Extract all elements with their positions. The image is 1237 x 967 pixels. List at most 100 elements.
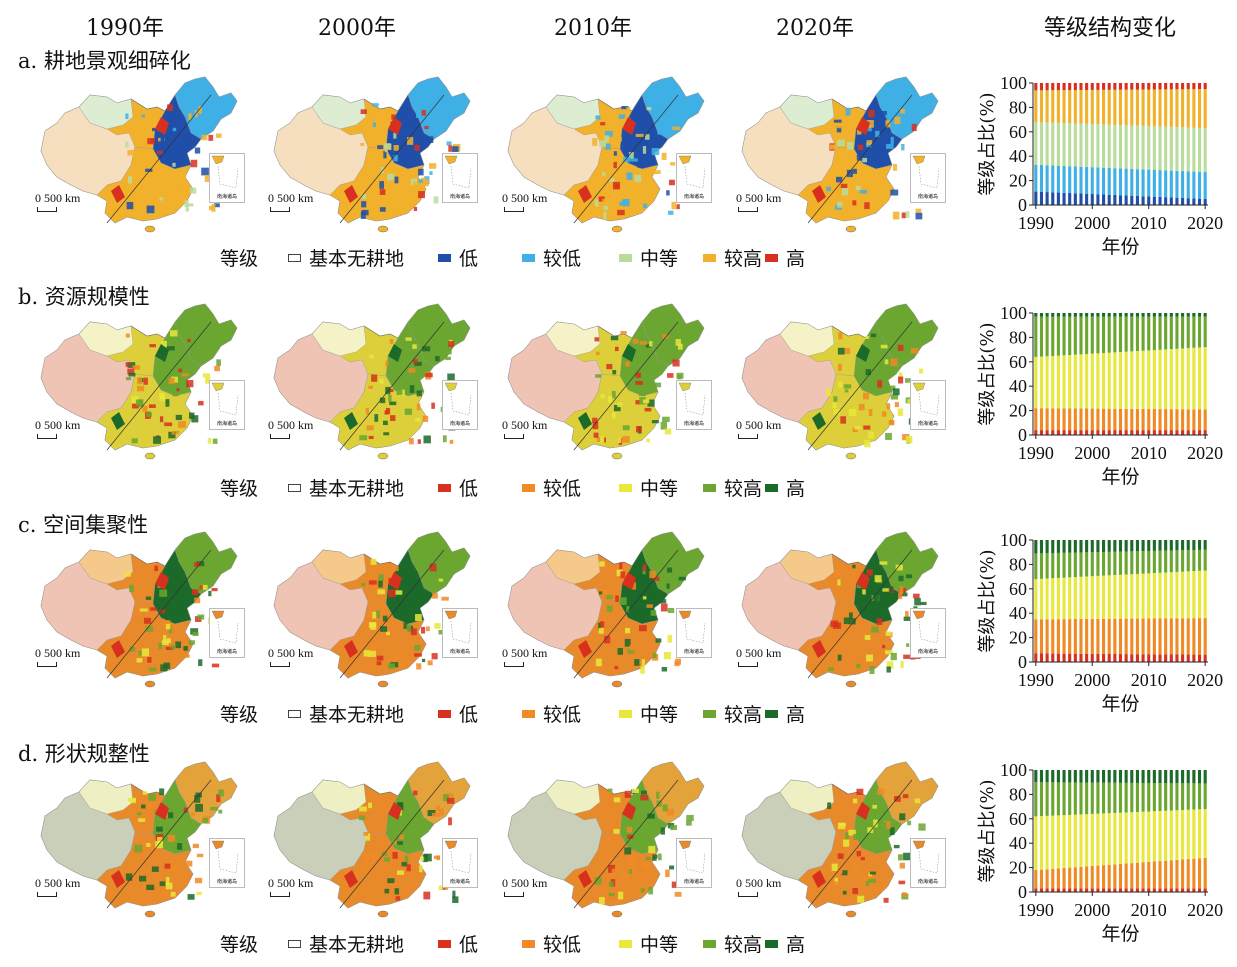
map-county-patch xyxy=(136,658,143,663)
bar-segment xyxy=(1192,858,1196,889)
map-county-patch xyxy=(413,359,419,364)
y-tick-label: 100 xyxy=(1000,303,1027,323)
bar-segment xyxy=(1062,888,1066,892)
legend-label: 高 xyxy=(786,248,806,270)
map-county-patch xyxy=(208,205,214,211)
scale-bar-line xyxy=(37,434,57,439)
bar-segment xyxy=(1152,126,1156,170)
map-county-patch xyxy=(892,163,898,171)
bar-segment xyxy=(1124,89,1128,126)
y-axis-label: 等级占比(%) xyxy=(977,549,998,652)
hu-line xyxy=(339,779,445,909)
map-county-patch xyxy=(208,590,212,597)
map-county-patch xyxy=(666,808,675,816)
map-county-patch xyxy=(127,368,135,375)
map-county-patch xyxy=(378,574,384,581)
bar-segment xyxy=(1197,198,1202,205)
map-county-patch xyxy=(833,408,841,415)
map-county-patch xyxy=(438,629,446,635)
bar-segment xyxy=(1164,89,1168,127)
inset-caption: 南海诸岛 xyxy=(683,879,704,885)
bar-segment xyxy=(1147,126,1151,170)
south-china-sea-inset: 南海诸岛 xyxy=(676,380,712,430)
map-hotspot xyxy=(111,640,125,658)
map-county-patch xyxy=(366,866,373,873)
bar-segment xyxy=(1135,89,1139,126)
bar-segment xyxy=(1113,618,1117,655)
bar-segment xyxy=(1102,194,1106,205)
bar-segment xyxy=(1192,409,1196,431)
map-county-patch xyxy=(131,403,139,409)
map-county-patch xyxy=(416,390,422,397)
bar-segment xyxy=(1085,866,1089,889)
hainan-island xyxy=(144,680,156,688)
bar-segment xyxy=(1107,540,1111,552)
map-county-patch xyxy=(391,566,399,572)
legend-item: 低 xyxy=(438,700,478,727)
map-county-patch xyxy=(396,870,404,875)
bar-segment xyxy=(1141,196,1145,205)
bar-segment xyxy=(1197,570,1202,619)
bar-segment xyxy=(1158,126,1162,171)
bar-segment xyxy=(1034,816,1038,871)
x-tick-label: 2020 xyxy=(1187,443,1223,463)
y-tick-label: 0 xyxy=(1018,425,1027,445)
map-county-patch xyxy=(194,110,198,118)
bar-segment xyxy=(1186,618,1190,655)
map-county-patch xyxy=(393,154,398,162)
scale-bar-label: 0 500 km xyxy=(736,418,782,432)
bar-segment xyxy=(1175,550,1179,572)
bar-segment xyxy=(1169,540,1173,551)
map-county-patch xyxy=(838,332,843,340)
inset-mainland xyxy=(211,610,225,620)
bar-segment xyxy=(1073,814,1077,868)
scale-bar-label: 0 500 km xyxy=(35,418,81,432)
legend-label: 基本无耕地 xyxy=(309,704,405,726)
map-county-patch xyxy=(846,169,853,178)
y-axis-label: 等级占比(%) xyxy=(977,322,998,425)
panel-title: a. 耕地景观细碎化 xyxy=(18,49,191,73)
scale-bar-line xyxy=(504,207,524,212)
bar-segment xyxy=(1147,811,1151,862)
map-county-patch xyxy=(890,189,899,196)
bar-segment xyxy=(1158,170,1162,197)
map-county-patch xyxy=(360,142,365,147)
bar-segment xyxy=(1164,170,1168,198)
map-county-patch xyxy=(200,584,208,590)
inset-boundary xyxy=(918,165,940,189)
bar-segment xyxy=(1039,316,1044,357)
bar-segment xyxy=(1045,770,1049,783)
bar-segment xyxy=(1158,770,1162,784)
hu-line xyxy=(339,321,445,451)
bar-segment xyxy=(1186,409,1190,431)
hu-line xyxy=(807,321,913,451)
map-county-patch xyxy=(675,658,681,665)
bar-segment xyxy=(1186,783,1190,810)
map-county-patch xyxy=(595,374,602,378)
bar-segment xyxy=(1039,553,1044,579)
map-region-northwest xyxy=(779,321,835,357)
bar-segment xyxy=(1073,552,1077,578)
legend-swatch xyxy=(522,484,535,492)
bar-segment xyxy=(1124,351,1128,409)
map-county-patch xyxy=(837,866,843,874)
map-county-patch xyxy=(131,438,138,444)
bar-segment xyxy=(1034,540,1038,554)
map-county-patch xyxy=(870,333,877,338)
map-county-patch xyxy=(899,813,906,821)
map-county-patch xyxy=(377,145,384,150)
map-county-patch xyxy=(865,369,871,376)
bar-segment xyxy=(1045,430,1049,435)
bar-segment xyxy=(1130,812,1134,864)
map-county-patch xyxy=(434,623,441,629)
bar-segment xyxy=(1192,783,1196,810)
bar-segment xyxy=(1141,618,1145,655)
bar-segment xyxy=(1124,888,1128,892)
map-hotspot xyxy=(856,802,870,820)
bar-segment xyxy=(1045,356,1049,409)
map-county-patch xyxy=(178,421,186,428)
bar-segment xyxy=(1079,814,1083,867)
map-county-patch xyxy=(368,622,376,628)
map-county-patch xyxy=(632,855,638,862)
bar-segment xyxy=(1124,863,1128,889)
